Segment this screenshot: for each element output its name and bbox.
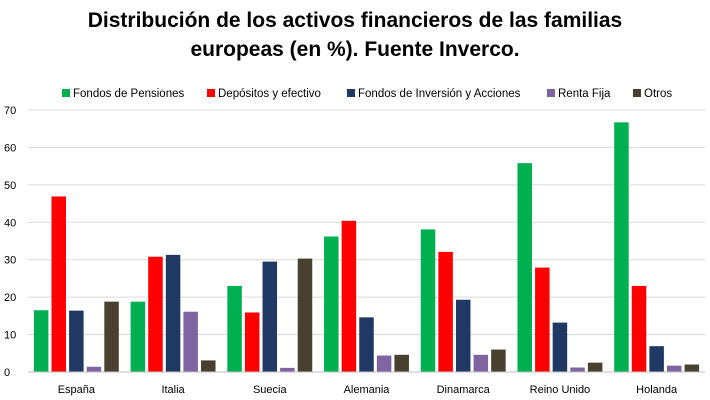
bar xyxy=(183,311,198,372)
bar xyxy=(473,354,489,372)
x-tick-label: Alemania xyxy=(344,384,391,396)
bar xyxy=(552,322,568,372)
bar xyxy=(69,310,84,372)
axes: 0 10 20 30 40 50 60 70 España Italia Suecia Alemani… xyxy=(4,105,705,396)
bar xyxy=(227,285,242,372)
bar xyxy=(359,317,374,372)
bar xyxy=(666,365,682,372)
bar xyxy=(684,364,700,372)
bar xyxy=(104,301,119,372)
bar xyxy=(535,267,550,372)
bar xyxy=(587,362,603,372)
y-tick-label: 0 xyxy=(4,367,10,379)
legend-label: Renta Fija xyxy=(558,88,611,100)
gridlines xyxy=(28,109,705,336)
y-tick-label: 70 xyxy=(4,105,16,117)
legend-swatch xyxy=(207,89,215,97)
chart-title-line-2: europeas (en %). Fuente Inverco. xyxy=(190,38,520,61)
bar xyxy=(420,229,436,372)
legend-label: Depósitos y efectivo xyxy=(218,88,321,100)
bar xyxy=(262,261,278,372)
legend-swatch xyxy=(347,89,355,97)
bar xyxy=(280,367,295,372)
chart-title-line-1: Distribución de los activos financieros … xyxy=(87,9,623,32)
x-tick-label: Reino Unido xyxy=(530,384,591,396)
y-tick-label: 60 xyxy=(4,142,16,154)
x-tick-label: Holanda xyxy=(636,384,678,396)
bar xyxy=(33,310,49,372)
bar xyxy=(631,285,647,372)
bar xyxy=(324,236,339,372)
bar xyxy=(51,196,67,372)
chart-title: Distribución de los activos financieros … xyxy=(0,6,710,64)
x-tick-label: Italia xyxy=(161,384,185,396)
x-tick-label: Suecia xyxy=(253,384,288,396)
legend-swatch xyxy=(633,89,641,97)
legend: Fondos de Pensiones Depósitos y efectivo F… xyxy=(62,88,672,100)
bar xyxy=(649,346,664,372)
bar xyxy=(148,256,163,372)
legend-swatch xyxy=(547,89,555,97)
legend-label: Otros xyxy=(644,88,672,100)
bar xyxy=(341,220,357,372)
legend-label: Fondos de Pensiones xyxy=(73,88,184,100)
bar xyxy=(297,258,313,372)
legend-label: Fondos de Inversión y Acciones xyxy=(358,88,521,100)
y-tick-label: 40 xyxy=(4,217,16,229)
bar xyxy=(455,299,471,372)
bar xyxy=(376,355,392,372)
y-tick-label: 20 xyxy=(4,292,16,304)
bar xyxy=(394,354,409,372)
y-tick-label: 30 xyxy=(4,255,16,267)
bar xyxy=(517,163,532,372)
bar xyxy=(201,360,216,372)
bar xyxy=(165,254,181,372)
bar xyxy=(86,366,102,372)
bar xyxy=(491,349,506,372)
bar xyxy=(438,251,453,372)
x-tick-label: España xyxy=(58,384,96,396)
x-tick-label: Dinamarca xyxy=(437,384,491,396)
bar xyxy=(570,367,585,372)
y-tick-label: 10 xyxy=(4,330,16,342)
bar xyxy=(244,312,260,372)
legend-swatch xyxy=(62,89,70,97)
bar xyxy=(130,301,146,372)
bars xyxy=(33,122,700,372)
y-tick-label: 50 xyxy=(4,180,16,192)
bar xyxy=(614,122,629,372)
